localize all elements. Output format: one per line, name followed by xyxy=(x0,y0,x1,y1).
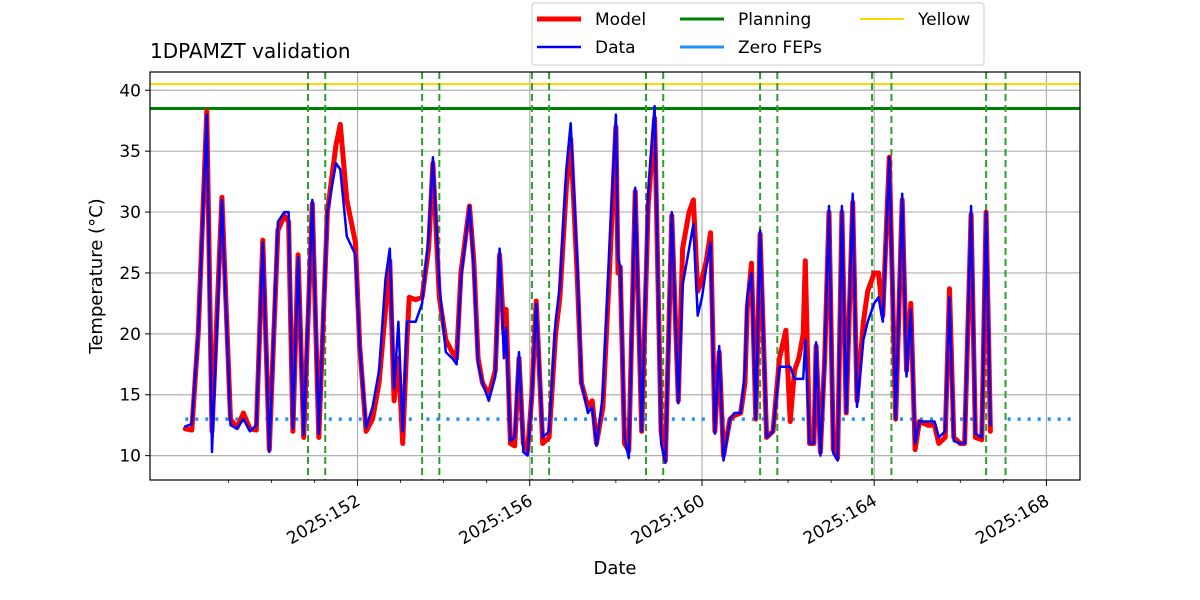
legend-label-yellow: Yellow xyxy=(917,10,970,30)
y-tick-label: 15 xyxy=(119,386,141,406)
legend-label-model: Model xyxy=(595,10,646,30)
x-axis-ticks: 2025:152 2025:156 2025:160 2025:164 2025:168 xyxy=(227,480,1053,549)
legend-label-planning: Planning xyxy=(738,10,811,30)
limit-lines xyxy=(150,83,1080,111)
y-tick-label: 10 xyxy=(119,447,141,467)
y-tick-label: 35 xyxy=(119,142,141,162)
y-axis-ticks: 10 15 20 25 30 35 40 xyxy=(119,81,150,467)
series-line-data xyxy=(184,104,992,465)
y-tick-label: 25 xyxy=(119,264,141,284)
x-tick-label: 2025:152 xyxy=(283,491,364,549)
y-tick-label: 20 xyxy=(119,325,141,345)
x-axis-label: Date xyxy=(593,558,636,579)
y-axis-label: Temperature (°C) xyxy=(86,198,107,354)
legend: Model Data Planning Zero FEPs Yellow xyxy=(531,2,985,66)
x-tick-label: 2025:168 xyxy=(972,491,1053,549)
y-tick-label: 30 xyxy=(119,203,141,223)
plot-frame xyxy=(149,71,1081,481)
x-tick-label: 2025:160 xyxy=(628,491,709,549)
series xyxy=(182,104,993,465)
x-tick-label: 2025:156 xyxy=(456,491,537,549)
legend-label-data: Data xyxy=(595,38,636,58)
y-tick-label: 40 xyxy=(119,81,141,101)
x-tick-label: 2025:164 xyxy=(800,491,881,549)
chart-title: 1DPAMZT validation xyxy=(150,39,351,63)
legend-label-zero-feps: Zero FEPs xyxy=(738,38,822,58)
